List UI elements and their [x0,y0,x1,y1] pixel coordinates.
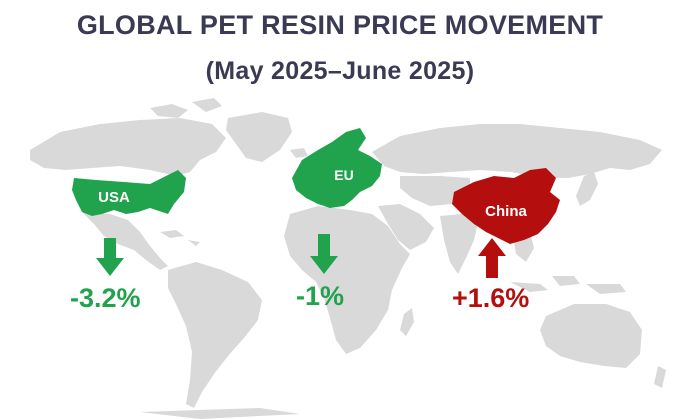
usa-label: USA [98,189,130,206]
eu-shape [292,128,382,208]
usa-shape [72,170,186,216]
page-subtitle: (May 2025–June 2025) [205,57,475,85]
eu-label: EU [334,167,353,183]
eu-change-value: -1% [296,281,345,311]
china-up-arrow-icon [478,238,506,278]
page-title: GLOBAL PET RESIN PRICE MOVEMENT [76,10,604,40]
eu-region: EU [292,128,382,274]
china-label: China [485,203,527,220]
eu-down-arrow-icon [310,234,338,274]
china-change-value: +1.6% [452,283,530,313]
world-landmass [30,98,666,419]
usa-change-value: -3.2% [70,283,141,313]
china-shape [452,168,560,244]
china-region: China [452,168,560,278]
usa-down-arrow-icon [96,238,124,276]
usa-region: USA [72,170,186,276]
